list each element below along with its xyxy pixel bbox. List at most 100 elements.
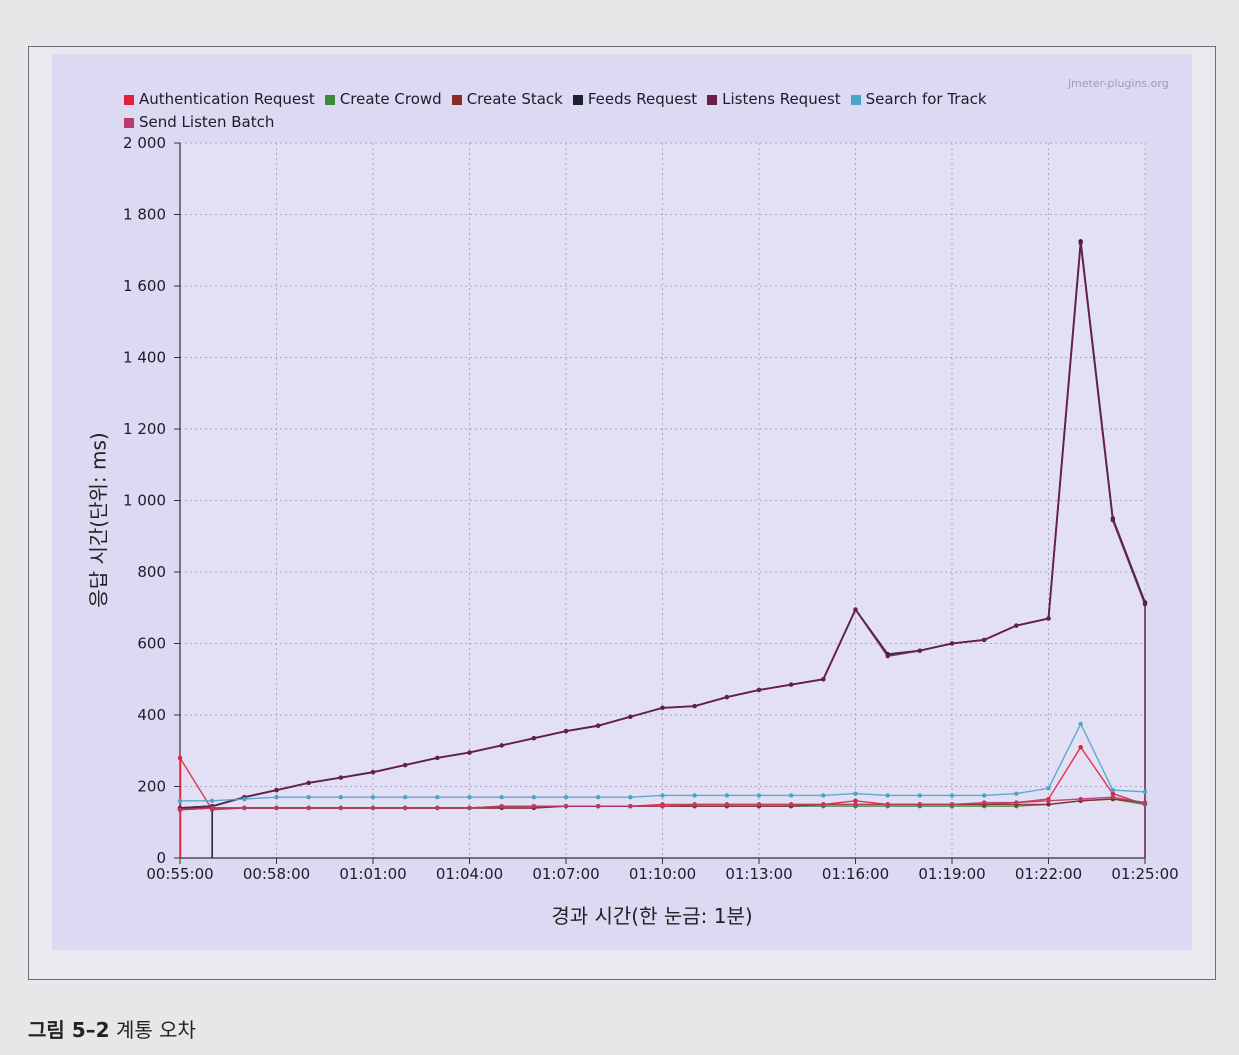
data-point-search-for-track <box>1142 789 1148 795</box>
y-tick-label: 1 200 <box>123 420 166 438</box>
data-point-send-listen-batch <box>917 802 923 807</box>
data-point-listens-request <box>1078 240 1083 246</box>
data-point-send-listen-batch <box>499 803 504 809</box>
data-point-send-listen-batch <box>370 805 376 811</box>
data-point-send-listen-batch <box>595 803 601 809</box>
data-point-listens-request <box>1014 623 1019 628</box>
data-point-search-for-track <box>853 791 858 796</box>
chart-legend: Authentication Request Create Crowd Create… <box>124 88 1084 134</box>
data-point-send-listen-batch <box>981 800 987 805</box>
data-point-send-listen-batch <box>756 802 762 807</box>
y-tick-label: 600 <box>137 635 166 653</box>
data-point-listens-request <box>756 687 762 693</box>
data-point-authentication-request <box>177 755 183 761</box>
data-point-search-for-track <box>595 795 601 800</box>
figure-label: 그림 5–2 <box>28 1018 110 1042</box>
data-point-search-for-track <box>435 795 440 800</box>
data-point-search-for-track <box>917 793 923 798</box>
data-point-listens-request <box>402 762 408 768</box>
data-point-search-for-track <box>628 795 633 800</box>
y-tick-label: 1 800 <box>123 206 166 224</box>
watermark: jmeter-plugins.org <box>1068 77 1169 90</box>
y-tick-label: 0 <box>156 849 166 867</box>
x-tick-label: 01:07:00 <box>532 865 599 883</box>
data-point-send-listen-batch <box>628 803 633 809</box>
data-point-send-listen-batch <box>1078 796 1083 802</box>
data-point-listens-request <box>853 607 858 612</box>
y-tick-label: 1 400 <box>123 349 166 367</box>
data-point-authentication-request <box>1078 744 1083 750</box>
data-point-search-for-track <box>499 795 504 800</box>
data-point-listens-request <box>949 641 955 646</box>
data-point-search-for-track <box>338 795 344 800</box>
x-tick-label: 01:16:00 <box>822 865 889 883</box>
data-point-listens-request <box>724 694 730 700</box>
data-point-send-listen-batch <box>724 802 730 807</box>
x-tick-label: 01:04:00 <box>436 865 503 883</box>
data-point-search-for-track <box>885 793 890 798</box>
data-point-listens-request <box>338 775 344 780</box>
legend-swatch <box>707 95 718 105</box>
legend-item: Create Stack <box>451 88 563 111</box>
data-point-listens-request <box>1110 517 1116 523</box>
x-axis-title: 경과 시간(한 눈금: 1분) <box>551 904 753 928</box>
data-point-listens-request <box>788 682 794 687</box>
legend-label: Feeds Request <box>587 90 698 108</box>
y-tick-label: 800 <box>137 563 166 581</box>
data-point-send-listen-batch <box>467 805 472 811</box>
data-point-send-listen-batch <box>209 805 215 811</box>
legend-label: Listens Request <box>722 90 841 108</box>
legend-item: Feeds Request <box>572 88 698 111</box>
legend-item: Create Crowd <box>324 88 442 111</box>
data-point-listens-request <box>1046 616 1051 621</box>
data-point-send-listen-batch <box>1014 800 1019 805</box>
legend-label: Send Listen Batch <box>139 113 275 131</box>
data-point-authentication-request <box>853 798 858 803</box>
data-point-search-for-track <box>660 793 665 798</box>
y-axis-title: 응답 시간(단위: ms) <box>86 432 111 608</box>
legend-item: Listens Request <box>707 88 841 111</box>
y-tick-label: 2 000 <box>123 134 166 152</box>
data-point-listens-request <box>981 637 987 643</box>
legend-label: Create Crowd <box>339 90 442 108</box>
legend-swatch <box>850 95 861 105</box>
x-tick-label: 01:22:00 <box>1015 865 1082 883</box>
legend-item: Search for Track <box>850 88 987 111</box>
data-point-search-for-track <box>467 795 472 800</box>
legend-label: Search for Track <box>865 90 987 108</box>
data-point-search-for-track <box>821 793 826 798</box>
data-point-send-listen-batch <box>885 802 890 807</box>
data-point-listens-request <box>563 728 569 734</box>
y-tick-label: 1 000 <box>123 492 166 510</box>
data-point-search-for-track <box>1110 787 1116 793</box>
data-point-send-listen-batch <box>402 805 408 811</box>
data-point-listens-request <box>692 703 697 709</box>
data-point-listens-request <box>467 750 472 755</box>
data-point-create-stack <box>1046 802 1051 807</box>
data-point-search-for-track <box>788 793 794 798</box>
data-point-search-for-track <box>692 793 697 798</box>
x-tick-label: 01:10:00 <box>629 865 696 883</box>
y-tick-label: 1 600 <box>123 277 166 295</box>
data-point-authentication-request <box>1110 791 1116 796</box>
legend-label: Create Stack <box>466 90 563 108</box>
data-point-listens-request <box>821 677 826 682</box>
data-point-listens-request <box>531 736 537 741</box>
data-point-listens-request <box>1142 601 1148 607</box>
data-point-listens-request <box>628 714 633 719</box>
data-point-search-for-track <box>402 795 408 800</box>
data-point-send-listen-batch <box>1046 798 1051 803</box>
data-point-listens-request <box>370 770 376 775</box>
data-point-search-for-track <box>531 795 537 800</box>
data-point-listens-request <box>595 723 601 728</box>
data-point-send-listen-batch <box>306 805 311 811</box>
legend-swatch <box>572 95 583 105</box>
data-point-listens-request <box>917 648 923 653</box>
data-point-search-for-track <box>1078 721 1083 727</box>
data-point-search-for-track <box>370 795 376 800</box>
data-point-send-listen-batch <box>435 805 440 811</box>
y-tick-label: 400 <box>137 706 166 724</box>
x-tick-label: 01:13:00 <box>725 865 792 883</box>
data-point-send-listen-batch <box>692 802 697 807</box>
